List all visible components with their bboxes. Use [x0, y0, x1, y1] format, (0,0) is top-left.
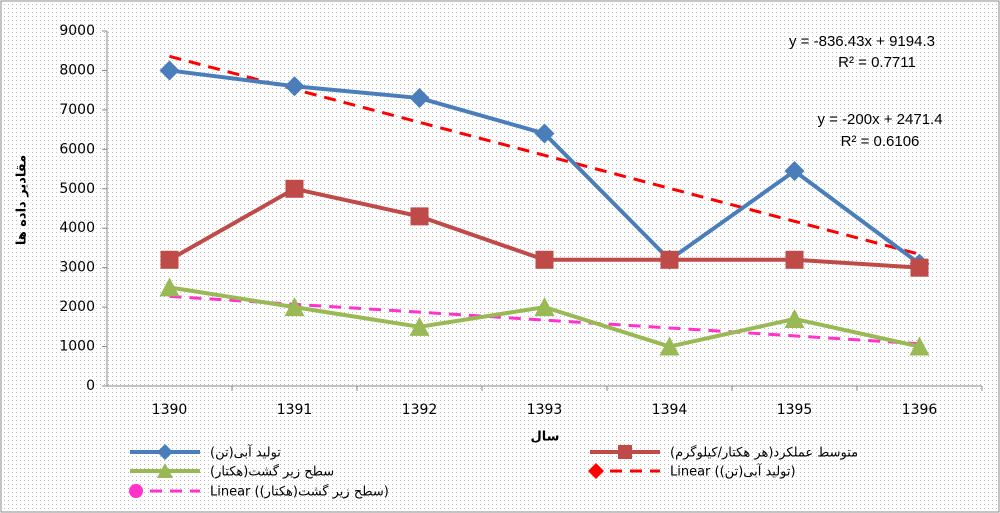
trend-r2: R² = 0.7711	[838, 54, 916, 71]
trend-equation: y = -836.43x + 9194.3	[789, 33, 935, 50]
point	[784, 161, 805, 182]
point	[785, 250, 804, 269]
y-tick-label: 6000	[59, 141, 95, 157]
point	[910, 258, 929, 277]
x-tick-label: 1394	[652, 402, 688, 418]
x-tick-label: 1392	[402, 402, 438, 418]
legend-label: Linear (سطح زیر گشت(هکتار))	[210, 484, 389, 500]
point	[784, 308, 805, 328]
y-tick-label: 4000	[59, 220, 95, 236]
point	[284, 76, 305, 97]
x-tick-label: 1390	[152, 402, 188, 418]
point	[159, 60, 180, 81]
x-tick-label: 1391	[277, 402, 313, 418]
point	[909, 336, 930, 356]
point	[409, 316, 430, 336]
legend-label: تولید آبی(تن)	[210, 444, 281, 461]
x-axis-label: سال	[531, 430, 560, 445]
y-tick-label: 0	[86, 378, 95, 394]
point	[410, 207, 429, 226]
y-tick-label: 3000	[59, 260, 95, 276]
legend-label: Linear (تولید آبی(تن))	[670, 463, 796, 480]
x-tick-label: 1393	[527, 402, 563, 418]
trend-equation: y = -200x + 2471.4	[817, 111, 942, 128]
point	[660, 250, 679, 269]
point	[160, 250, 179, 269]
y-tick-label: 9000	[59, 23, 95, 39]
point	[534, 123, 555, 144]
trend-r2: R² = 0.6106	[841, 133, 920, 150]
legend-marker	[157, 444, 173, 460]
y-axis-label: مقادیر داده ها	[15, 155, 30, 245]
legend-marker	[157, 463, 173, 478]
x-tick-label: 1396	[902, 402, 938, 418]
y-tick-label: 8000	[59, 62, 95, 78]
legend-marker	[588, 463, 604, 479]
point	[284, 297, 305, 317]
legend-label: سطح زیر گشت(هکتار)	[210, 464, 334, 480]
legend-marker	[129, 484, 143, 498]
x-tick-label: 1395	[777, 402, 813, 418]
point	[659, 336, 680, 356]
y-tick-label: 2000	[59, 299, 95, 315]
y-tick-label: 5000	[59, 181, 95, 197]
legend-marker	[618, 445, 632, 459]
point	[535, 250, 554, 269]
point	[159, 277, 180, 297]
legend-label: متوسط عملکرد(هر هکتار/کیلوگرم)	[670, 445, 858, 461]
point	[409, 88, 430, 109]
y-tick-label: 1000	[59, 339, 95, 355]
point	[534, 297, 555, 317]
y-tick-label: 7000	[59, 102, 95, 118]
point	[285, 179, 304, 198]
